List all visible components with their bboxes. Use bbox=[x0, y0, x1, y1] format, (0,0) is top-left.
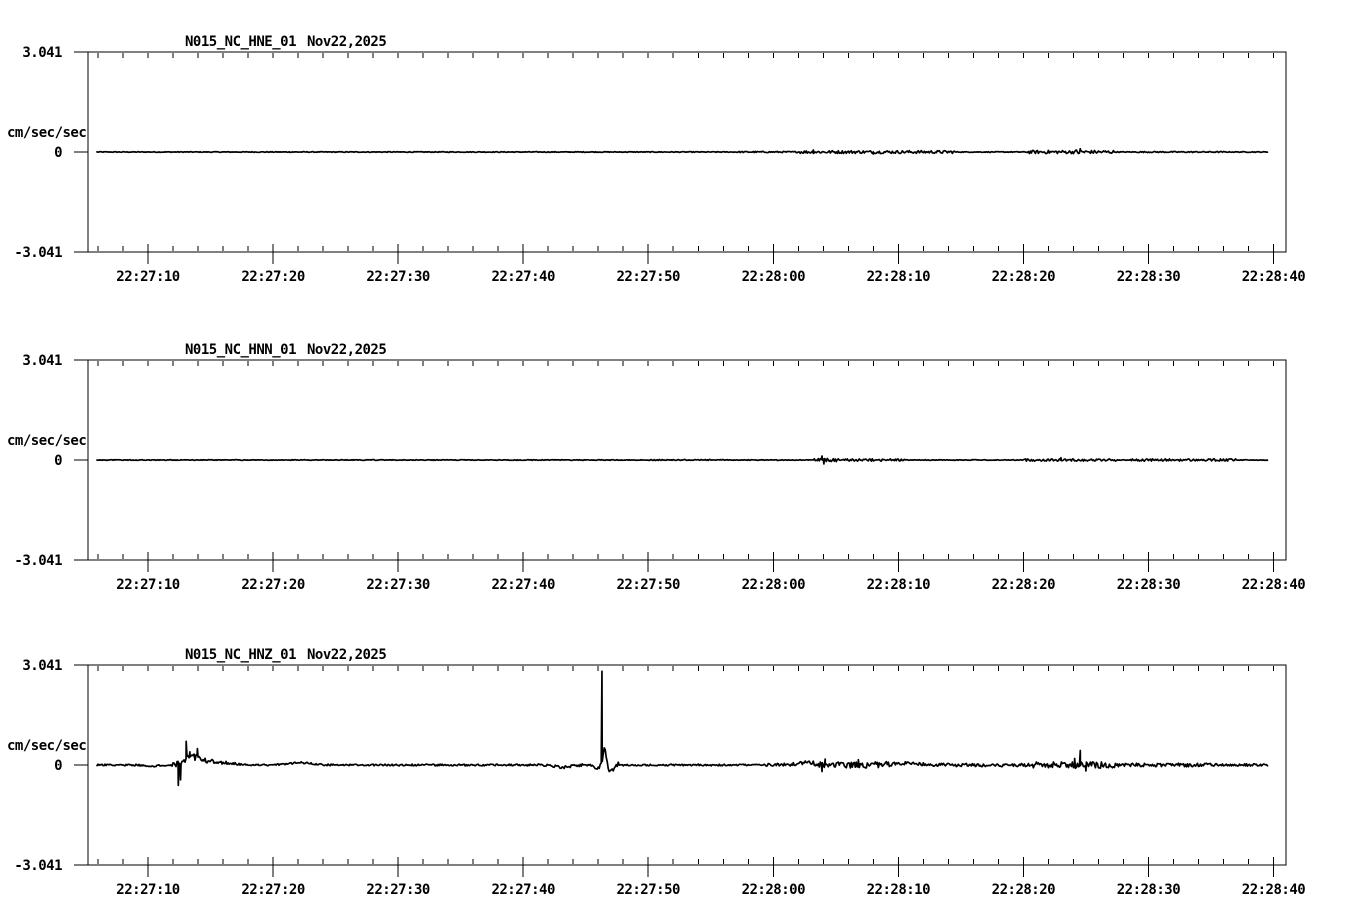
top-minor-ticks bbox=[97, 666, 1274, 671]
y-axis-units-label: cm/sec/sec bbox=[7, 738, 86, 754]
x-tick-label: 22:28:40 bbox=[1242, 577, 1306, 593]
x-tick-label: 22:28:10 bbox=[867, 577, 931, 593]
x-tick-label: 22:28:30 bbox=[1117, 882, 1181, 898]
x-tick-label: 22:28:20 bbox=[992, 577, 1056, 593]
y-axis-ticks bbox=[74, 359, 88, 561]
x-tick-label: 22:28:00 bbox=[742, 577, 806, 593]
panel-N015_NC_HNN_01: 3.041 0 -3.041 cm/sec/sec N015_NC_HNN_01 Nov2… bbox=[7, 342, 1306, 593]
x-tick-label: 22:28:20 bbox=[992, 882, 1056, 898]
top-minor-ticks bbox=[97, 361, 1274, 366]
y-tick-label: -3.041 bbox=[14, 245, 62, 261]
y-tick-label: 0 bbox=[54, 145, 62, 161]
y-tick-label: 0 bbox=[54, 758, 62, 774]
panel-title-station: N015_NC_HNZ_01 bbox=[185, 647, 296, 663]
panel-title-date: Nov22,2025 bbox=[307, 34, 386, 50]
y-tick-label: 3.041 bbox=[22, 658, 62, 674]
waveform-trace bbox=[96, 670, 1269, 787]
x-tick-label: 22:27:50 bbox=[617, 882, 681, 898]
y-axis-units-label: cm/sec/sec bbox=[7, 433, 86, 449]
axes bbox=[74, 359, 1287, 572]
x-tick-label: 22:27:20 bbox=[241, 577, 305, 593]
x-tick-label: 22:27:10 bbox=[116, 882, 180, 898]
y-tick-label: -3.041 bbox=[14, 858, 62, 874]
x-tick-label: 22:28:20 bbox=[992, 269, 1056, 285]
panel-N015_NC_HNZ_01: 3.041 0 -3.041 cm/sec/sec N015_NC_HNZ_01 Nov2… bbox=[7, 647, 1306, 898]
y-tick-label: 0 bbox=[54, 453, 62, 469]
bottom-minor-ticks bbox=[97, 246, 1274, 251]
x-tick-label: 22:27:50 bbox=[617, 269, 681, 285]
x-tick-label: 22:27:30 bbox=[366, 882, 430, 898]
top-minor-ticks bbox=[97, 53, 1274, 58]
waveform-trace bbox=[96, 455, 1269, 465]
x-tick-label: 22:28:10 bbox=[867, 269, 931, 285]
x-tick-label: 22:27:30 bbox=[366, 269, 430, 285]
panel-title-date: Nov22,2025 bbox=[307, 342, 386, 358]
bottom-minor-ticks bbox=[97, 859, 1274, 864]
y-axis-units-label: cm/sec/sec bbox=[7, 125, 86, 141]
x-tick-label: 22:28:40 bbox=[1242, 882, 1306, 898]
panel-N015_NC_HNE_01: 3.041 0 -3.041 cm/sec/sec N015_NC_HNE_01 Nov2… bbox=[7, 34, 1306, 285]
x-tick-label: 22:27:10 bbox=[116, 269, 180, 285]
x-tick-label: 22:27:20 bbox=[241, 269, 305, 285]
axes bbox=[74, 51, 1287, 264]
x-tick-label: 22:27:40 bbox=[491, 577, 555, 593]
x-tick-label: 22:27:30 bbox=[366, 577, 430, 593]
bottom-minor-ticks bbox=[97, 554, 1274, 559]
panel-title-station: N015_NC_HNN_01 bbox=[185, 342, 296, 358]
bottom-major-ticks bbox=[147, 857, 1274, 877]
x-tick-label: 22:28:00 bbox=[742, 882, 806, 898]
x-tick-label: 22:28:00 bbox=[742, 269, 806, 285]
x-tick-label: 22:28:40 bbox=[1242, 269, 1306, 285]
y-axis-ticks bbox=[74, 51, 88, 253]
x-tick-label: 22:27:50 bbox=[617, 577, 681, 593]
x-tick-label: 22:27:20 bbox=[241, 882, 305, 898]
y-axis-ticks bbox=[74, 664, 88, 866]
y-tick-label: -3.041 bbox=[14, 553, 62, 569]
panel-title-date: Nov22,2025 bbox=[307, 647, 386, 663]
x-tick-label: 22:27:10 bbox=[116, 577, 180, 593]
x-tick-label: 22:28:30 bbox=[1117, 577, 1181, 593]
bottom-major-ticks bbox=[147, 552, 1274, 572]
x-tick-label: 22:28:30 bbox=[1117, 269, 1181, 285]
waveform-trace bbox=[96, 147, 1269, 155]
x-tick-label: 22:27:40 bbox=[491, 882, 555, 898]
x-tick-label: 22:27:40 bbox=[491, 269, 555, 285]
panel-title-station: N015_NC_HNE_01 bbox=[185, 34, 296, 50]
bottom-major-ticks bbox=[147, 244, 1274, 264]
x-tick-label: 22:28:10 bbox=[867, 882, 931, 898]
y-tick-label: 3.041 bbox=[22, 353, 62, 369]
y-tick-label: 3.041 bbox=[22, 45, 62, 61]
axes bbox=[74, 664, 1287, 877]
